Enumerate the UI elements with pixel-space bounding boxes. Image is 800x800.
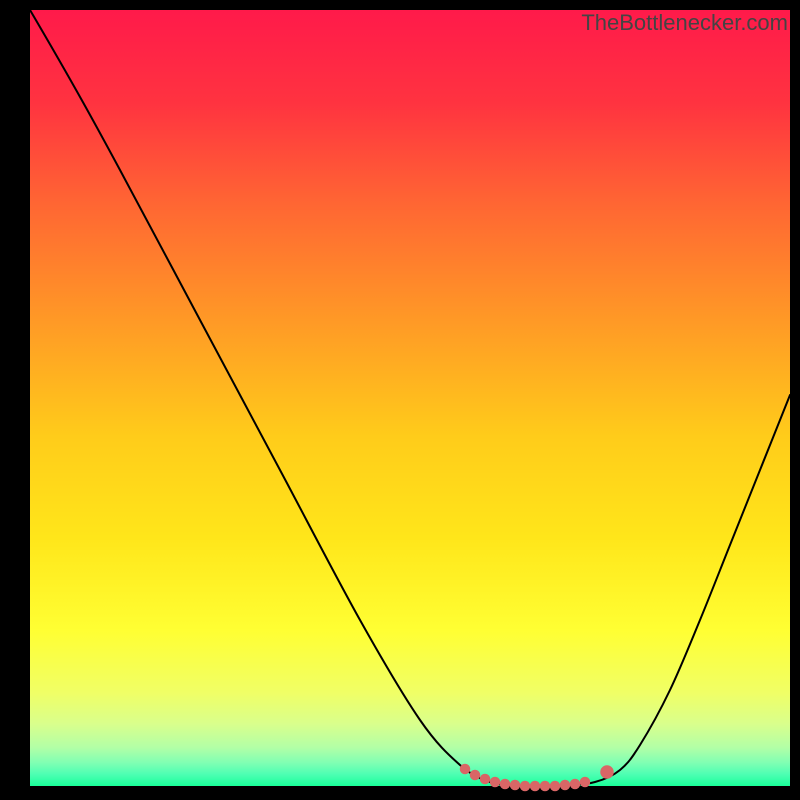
valley-marker (481, 775, 490, 784)
valley-marker (471, 771, 480, 780)
valley-marker (461, 765, 470, 774)
plot-area (30, 10, 790, 786)
chart-svg: TheBottlenecker.com (0, 0, 800, 800)
watermark-text: TheBottlenecker.com (581, 10, 788, 35)
valley-marker (511, 781, 520, 790)
valley-marker (541, 782, 550, 791)
valley-marker (571, 780, 580, 789)
valley-marker (521, 782, 530, 791)
valley-marker (501, 780, 510, 789)
valley-marker (551, 782, 560, 791)
valley-marker (581, 778, 590, 787)
bottleneck-chart: TheBottlenecker.com (0, 0, 800, 800)
valley-marker (601, 766, 613, 778)
valley-marker (491, 778, 500, 787)
valley-marker (531, 782, 540, 791)
valley-marker (561, 781, 570, 790)
